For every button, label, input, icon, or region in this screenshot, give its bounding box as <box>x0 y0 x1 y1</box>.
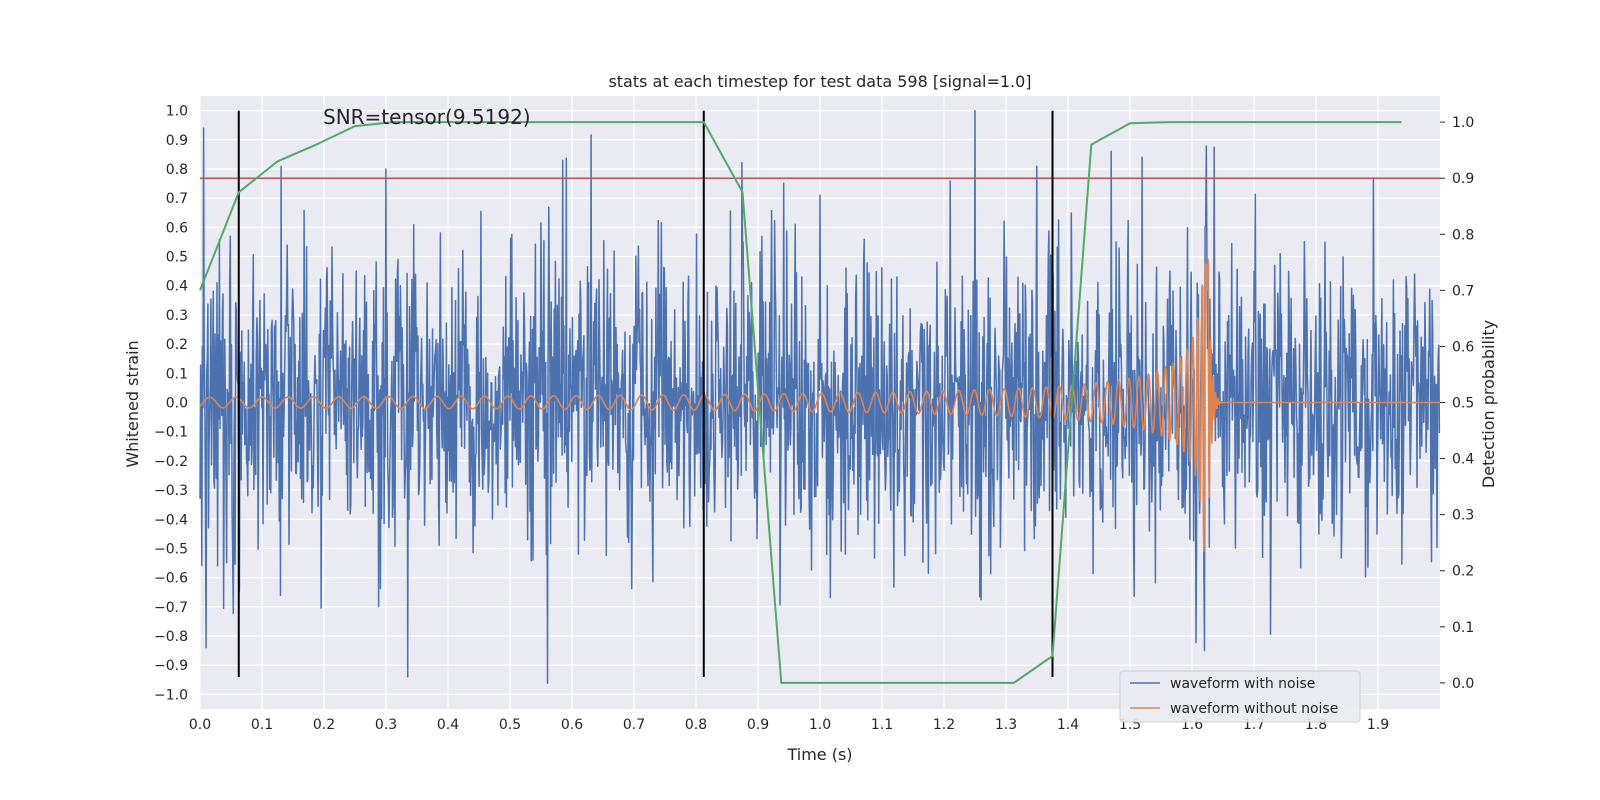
x-tick-label: 0.1 <box>251 717 273 733</box>
x-tick-label: 0.5 <box>499 717 521 733</box>
y-tick-label: −0.3 <box>154 483 188 499</box>
y-tick-label: −0.4 <box>154 512 188 528</box>
y2-tick-label: 0.6 <box>1452 339 1474 355</box>
y2-tick-label: 0.3 <box>1452 508 1474 524</box>
legend: waveform with noise waveform without noi… <box>1119 670 1361 723</box>
tick-layer: 0.0 0.1 0.2 0.3 0.4 0.5 0.6 0.7 0.8 0.9 1.0 1.1 1.2 1… <box>154 104 1474 733</box>
y-tick-label: −1.0 <box>154 687 188 703</box>
y-tick-label: 0.1 <box>166 366 188 382</box>
x-axis-label: Time (s) <box>786 745 852 764</box>
series-waveform-without-noise <box>199 259 1440 552</box>
x-tick-label: 1.9 <box>1367 717 1389 733</box>
y-tick-label: 0.4 <box>166 279 188 295</box>
y-tick-label: −0.5 <box>154 541 188 557</box>
x-tick-label: 1.1 <box>871 717 893 733</box>
legend-box <box>1119 670 1361 723</box>
x-tick-label: 1.2 <box>933 717 955 733</box>
y-tick-label: −0.8 <box>154 629 188 645</box>
x-tick-label: 0.3 <box>375 717 397 733</box>
y2-tick-label: 0.2 <box>1452 564 1474 580</box>
data-layer <box>199 109 1441 684</box>
y-tick-label: −0.1 <box>154 425 188 441</box>
y2-tick-label: 1.0 <box>1452 115 1474 131</box>
y2-tick-label: 0.1 <box>1452 620 1474 636</box>
y2-tick-label: 0.5 <box>1452 396 1474 412</box>
y-tick-label: 0.2 <box>166 337 188 353</box>
x-tick-label: 0.9 <box>747 717 769 733</box>
x-tick-label: 0.0 <box>189 717 211 733</box>
x-tick-label: 1.0 <box>809 717 831 733</box>
y-tick-label: 0.8 <box>166 162 188 178</box>
x-tick-label: 0.7 <box>623 717 645 733</box>
y-tick-label: 0.6 <box>166 220 188 236</box>
legend-label-noise: waveform with noise <box>1170 676 1315 692</box>
y-tick-label: 0.3 <box>166 308 188 324</box>
y-tick-label: 0.7 <box>166 191 188 207</box>
x-tick-label: 1.4 <box>1057 717 1079 733</box>
x-tick-label: 0.8 <box>685 717 707 733</box>
x-tick-label: 0.6 <box>561 717 583 733</box>
y2-tick-label: 0.7 <box>1452 283 1474 299</box>
series-detection-probability <box>199 121 1402 684</box>
y-tick-label: −0.9 <box>154 658 188 674</box>
y-tick-label: 0.9 <box>166 133 188 149</box>
y-tick-label: −0.2 <box>154 454 188 470</box>
y-tick-label: 1.0 <box>166 104 188 120</box>
y-tick-label: −0.6 <box>154 571 188 587</box>
y-tick-label: 0.5 <box>166 250 188 266</box>
y2-tick-label: 0.8 <box>1452 227 1474 243</box>
y-tick-label: −0.7 <box>154 600 188 616</box>
y2-axis-label: Detection probability <box>1479 320 1498 488</box>
y-tick-label: 0.0 <box>166 396 188 412</box>
x-tick-label: 0.4 <box>437 717 459 733</box>
x-tick-label: 0.2 <box>313 717 335 733</box>
x-tick-label: 1.3 <box>995 717 1017 733</box>
y2-tick-label: 0.9 <box>1452 171 1474 187</box>
chart-title: stats at each timestep for test data 598… <box>608 72 1031 91</box>
y-axis-label: Whitened strain <box>123 340 142 467</box>
y2-tick-label: 0.4 <box>1452 452 1474 468</box>
snr-annotation: SNR=tensor(9.5192) <box>323 105 531 129</box>
legend-label-clean: waveform without noise <box>1170 701 1338 717</box>
y2-tick-label: 0.0 <box>1452 676 1474 692</box>
